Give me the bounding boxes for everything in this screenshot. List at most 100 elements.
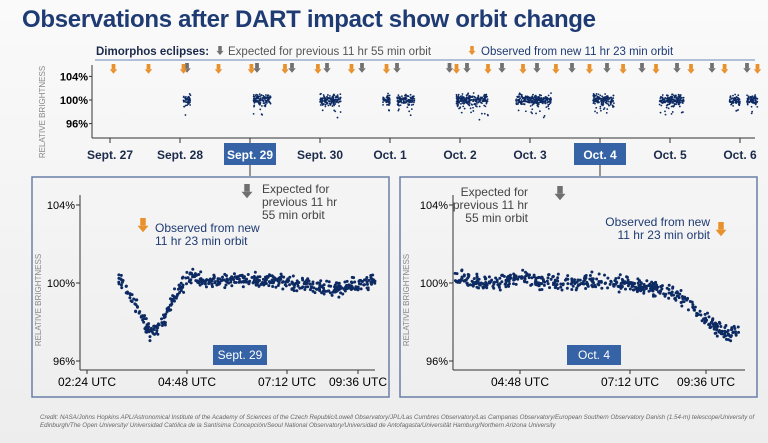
- expected-eclipse-arrow-icon-shaft: [710, 63, 714, 69]
- data-point: [538, 288, 542, 292]
- data-point: [259, 98, 262, 101]
- data-point: [536, 103, 539, 106]
- data-point: [603, 273, 607, 277]
- data-point: [538, 101, 541, 104]
- data-point: [143, 327, 147, 331]
- data-point: [484, 277, 488, 281]
- data-point: [608, 282, 612, 286]
- data-point: [662, 292, 666, 296]
- data-point: [477, 94, 480, 97]
- data-point: [535, 112, 537, 115]
- data-point: [516, 95, 519, 98]
- data-point: [367, 278, 371, 282]
- x-tick-label: 07:12 UTC: [601, 375, 659, 389]
- data-point: [595, 94, 597, 97]
- data-point: [143, 314, 147, 318]
- data-point: [699, 313, 703, 317]
- data-point: [665, 106, 668, 109]
- data-point: [132, 297, 136, 301]
- data-point: [601, 99, 604, 102]
- data-point: [621, 279, 625, 283]
- data-point: [459, 99, 462, 102]
- data-point: [162, 316, 166, 320]
- data-point: [256, 94, 259, 96]
- data-point: [723, 325, 727, 329]
- y-tick-label: 96%: [426, 356, 448, 368]
- data-point: [524, 95, 527, 98]
- data-point: [530, 276, 534, 280]
- data-point: [601, 95, 604, 98]
- data-point: [350, 281, 354, 285]
- data-point: [724, 334, 728, 338]
- data-point: [258, 278, 262, 282]
- data-point: [225, 277, 229, 281]
- data-point: [186, 104, 188, 107]
- data-point: [518, 95, 520, 98]
- data-point: [339, 93, 342, 96]
- data-point: [336, 99, 339, 102]
- data-point: [547, 105, 550, 108]
- data-point: [523, 280, 527, 284]
- data-point: [686, 308, 690, 312]
- data-point: [162, 322, 166, 326]
- data-point: [549, 101, 552, 103]
- x-tick-label: Oct. 3: [513, 148, 547, 162]
- expected-eclipse-arrow-icon-shaft: [325, 63, 329, 69]
- data-point: [119, 273, 123, 277]
- data-point: [188, 278, 192, 282]
- data-point: [710, 318, 714, 322]
- data-point: [402, 98, 405, 101]
- data-point: [401, 97, 404, 100]
- data-point: [268, 100, 270, 103]
- data-point: [571, 284, 575, 288]
- observed-eclipse-arrow-icon-shaft: [486, 64, 490, 70]
- data-point: [543, 100, 546, 103]
- data-point: [329, 103, 332, 105]
- data-point: [322, 283, 326, 287]
- data-point: [595, 106, 598, 109]
- data-point: [529, 98, 532, 100]
- data-point: [662, 100, 665, 102]
- data-point: [737, 94, 740, 97]
- data-point: [333, 99, 336, 102]
- data-point: [636, 277, 640, 281]
- observed-eclipse-arrow-icon: [652, 69, 660, 74]
- data-point: [457, 99, 460, 102]
- data-point: [596, 112, 599, 114]
- data-point: [719, 325, 723, 329]
- data-point: [133, 302, 137, 306]
- data-point: [246, 272, 250, 276]
- data-point: [498, 288, 502, 292]
- expected-eclipse-arrow-icon: [568, 68, 576, 73]
- data-point: [597, 283, 601, 287]
- data-point: [546, 96, 549, 99]
- data-point: [545, 106, 548, 108]
- data-point: [751, 110, 754, 113]
- data-point: [729, 339, 733, 343]
- data-point: [144, 317, 148, 321]
- data-point: [230, 284, 234, 288]
- data-point: [117, 276, 121, 280]
- data-point: [137, 311, 141, 315]
- data-point: [459, 95, 462, 98]
- data-point: [573, 282, 577, 286]
- data-point: [702, 317, 706, 321]
- data-point: [730, 103, 732, 106]
- data-point: [176, 287, 180, 291]
- data-point: [311, 280, 315, 284]
- data-point: [727, 332, 731, 336]
- data-point: [606, 96, 609, 98]
- observed-eclipse-arrow-icon: [214, 69, 223, 74]
- panel-frame: [31, 176, 390, 398]
- data-point: [252, 99, 255, 102]
- data-point: [467, 96, 470, 99]
- data-point: [531, 104, 534, 106]
- data-point: [730, 97, 733, 100]
- data-point: [345, 279, 349, 283]
- data-point: [529, 96, 531, 99]
- data-point: [119, 283, 123, 287]
- data-point: [261, 105, 263, 107]
- data-point: [470, 279, 474, 283]
- data-point: [253, 270, 257, 274]
- data-point: [410, 108, 413, 111]
